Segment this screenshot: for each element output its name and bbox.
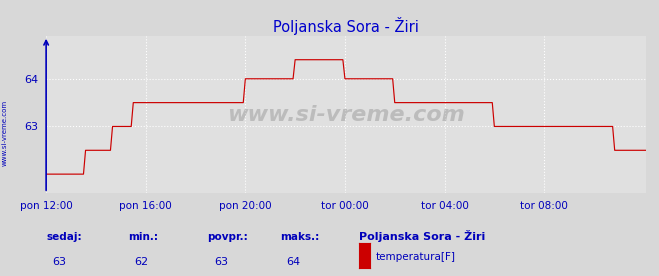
Text: 63: 63 xyxy=(52,257,67,267)
Text: 64: 64 xyxy=(286,257,301,267)
Text: min.:: min.: xyxy=(129,232,159,242)
Text: sedaj:: sedaj: xyxy=(46,232,82,242)
Text: temperatura[F]: temperatura[F] xyxy=(376,252,455,262)
Title: Poljanska Sora - Žiri: Poljanska Sora - Žiri xyxy=(273,17,419,35)
Text: 63: 63 xyxy=(214,257,228,267)
Text: www.si-vreme.com: www.si-vreme.com xyxy=(2,99,8,166)
Text: 62: 62 xyxy=(134,257,149,267)
Text: maks.:: maks.: xyxy=(280,232,320,242)
Text: Poljanska Sora - Žiri: Poljanska Sora - Žiri xyxy=(359,230,486,242)
Text: www.si-vreme.com: www.si-vreme.com xyxy=(227,105,465,124)
Text: povpr.:: povpr.: xyxy=(208,232,248,242)
